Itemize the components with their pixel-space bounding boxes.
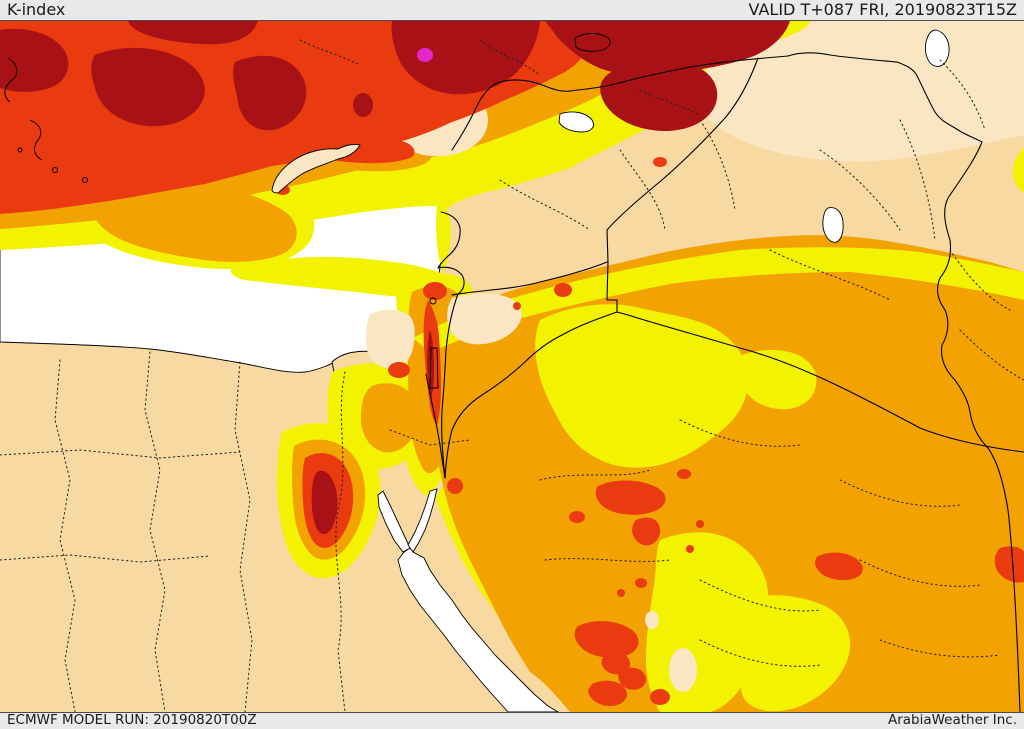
lake-urmia: [925, 29, 950, 67]
country-borders: [425, 52, 1024, 712]
cyprus-island: [271, 143, 361, 194]
lake-van-outline: [429, 33, 611, 389]
border-syria-iraq: [606, 57, 759, 316]
lakes: [558, 29, 950, 243]
level-magenta-speck: [417, 48, 433, 62]
footer-bar: ECMWF MODEL RUN: 20190820T00Z ArabiaWeat…: [0, 712, 1024, 729]
admin-dotted-lines: [0, 39, 1024, 712]
model-run-label: ECMWF MODEL RUN: 20190820T00Z: [7, 712, 257, 729]
border-iraq-iran: [936, 141, 1021, 712]
border-syria-jordan: [451, 261, 608, 296]
level-maroon-regions: [0, 21, 790, 535]
nile-river: [335, 371, 346, 712]
red-sea: [377, 488, 559, 712]
header-bar: K-index VALID T+087 FRI, 20190823T15Z: [0, 0, 1024, 21]
border-jordan-valley: [441, 293, 459, 479]
sea-of-galilee-outline: [429, 297, 437, 305]
map-title: K-index: [7, 0, 66, 19]
border-iraq-saudi: [627, 314, 1024, 453]
border-jordan-saudi: [444, 311, 618, 479]
border-turkey-south: [451, 55, 789, 151]
aegean-coastlines: [4, 57, 88, 183]
dead-sea-outline: [429, 347, 439, 389]
valid-time-label: VALID T+087 FRI, 20190823T15Z: [748, 0, 1017, 19]
border-israel-north: [437, 266, 465, 296]
lake-tharthar: [822, 207, 844, 243]
border-turkey-iran: [787, 52, 983, 143]
credit-label: ArabiaWeather Inc.: [887, 712, 1017, 729]
lake-assad: [558, 111, 594, 133]
border-lebanon: [437, 211, 461, 269]
